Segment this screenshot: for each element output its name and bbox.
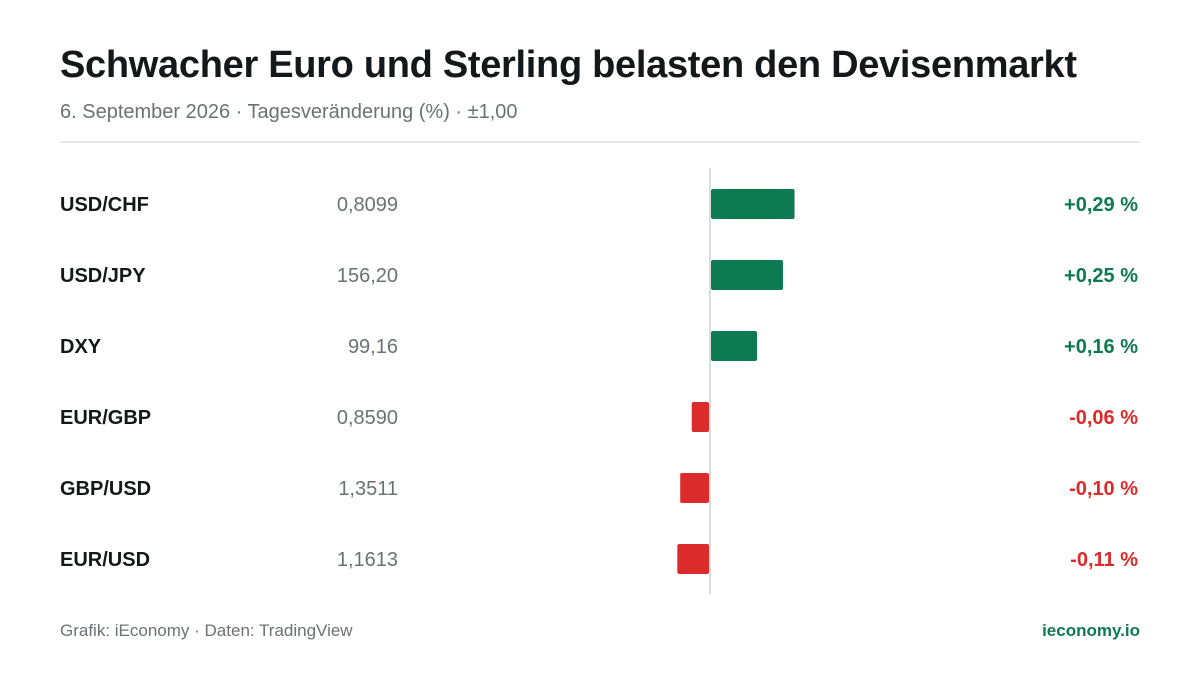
bar-dxy	[711, 331, 758, 361]
row-label: GBP/USD	[60, 478, 151, 500]
chart-subtitle: 6. September 2026 · Tagesveränderung (%)…	[60, 101, 518, 123]
chart-title: Schwacher Euro und Sterling belasten den…	[60, 44, 1077, 86]
header-divider	[60, 141, 1140, 143]
bar-eur-gbp	[691, 402, 709, 432]
brand-link[interactable]: ieconomy.io	[1042, 621, 1140, 640]
row-change: +0,16 %	[1064, 336, 1138, 358]
row-change: -0,06 %	[1069, 407, 1138, 429]
row-rate: 1,3511	[338, 478, 398, 500]
row-rate: 1,1613	[337, 549, 398, 571]
bar-gbp-usd	[680, 473, 709, 503]
row-change: -0,11 %	[1070, 549, 1138, 571]
row-rate: 0,8099	[337, 194, 398, 216]
row-change: +0,25 %	[1064, 265, 1138, 287]
bar-usd-chf	[711, 189, 795, 219]
row-label: DXY	[60, 336, 102, 358]
row-change: +0,29 %	[1064, 194, 1138, 216]
bar-eur-usd	[677, 544, 709, 574]
row-rate: 99,16	[348, 336, 398, 358]
row-label: EUR/USD	[60, 549, 150, 571]
row-label: USD/JPY	[60, 265, 146, 287]
bar-usd-jpy	[711, 260, 783, 290]
source-credit: Grafik: iEconomy · Daten: TradingView	[60, 621, 353, 640]
row-label: EUR/GBP	[60, 407, 151, 429]
row-label: USD/CHF	[60, 194, 149, 216]
row-rate: 156,20	[337, 265, 398, 287]
row-rate: 0,8590	[337, 407, 398, 429]
row-change: -0,10 %	[1069, 478, 1138, 500]
